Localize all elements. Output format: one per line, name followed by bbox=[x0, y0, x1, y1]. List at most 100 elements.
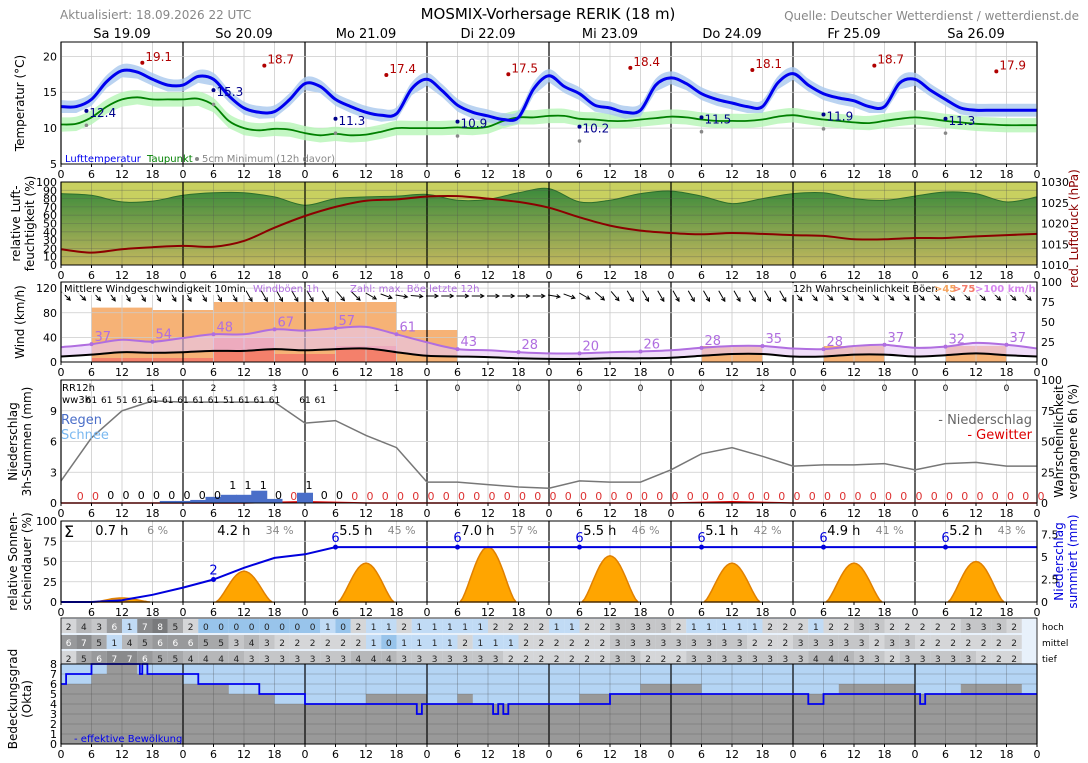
sun-hour-label: 0 bbox=[180, 606, 187, 619]
cloud-ylabel-group: Bedeckungsgrad (Okta) bbox=[6, 649, 34, 749]
wind-arrow-head bbox=[690, 297, 695, 303]
cloud-cell-value: 2 bbox=[523, 639, 529, 649]
cloud-cell-value: 3 bbox=[996, 623, 1002, 633]
wind-arrow-head bbox=[859, 296, 864, 301]
rr12h-value: 0 bbox=[821, 384, 827, 394]
cloud-hour-label: 0 bbox=[912, 748, 919, 761]
cloud-cell-value: 1 bbox=[554, 623, 560, 633]
min-temp-label: 10.2 bbox=[583, 122, 610, 136]
daily-sunshine-percent: 46 % bbox=[632, 524, 660, 537]
hum-hour-label: 0 bbox=[58, 269, 65, 282]
cloud-cell-value: 3 bbox=[691, 655, 697, 665]
sun-hour-label: 12 bbox=[359, 606, 373, 619]
cloud-cell bbox=[472, 619, 488, 633]
sunshine-area bbox=[824, 562, 884, 603]
cloud-cell bbox=[76, 635, 92, 649]
wind-arrow-head bbox=[66, 296, 71, 301]
legend-dewpoint: Taupunkt bbox=[146, 154, 193, 165]
cloud-cell-value: 5 bbox=[142, 639, 148, 649]
cloud-cell bbox=[823, 619, 839, 633]
cloud-cell-value: 4 bbox=[828, 655, 834, 665]
thunder-zero-label: 0 bbox=[458, 490, 465, 503]
cloud-cell-value: 2 bbox=[966, 639, 972, 649]
cloud-cell bbox=[976, 651, 992, 665]
temp-hour-label: 6 bbox=[88, 168, 95, 181]
hum-y2label: red. Luftdruck (hPa) bbox=[1067, 169, 1081, 288]
rr12h-value: 0 bbox=[638, 384, 644, 394]
cloud-cell bbox=[289, 651, 305, 665]
daily-sunshine-percent: 43 % bbox=[998, 524, 1026, 537]
cloud-cell-value: 3 bbox=[706, 639, 712, 649]
ground-min-marker bbox=[455, 134, 460, 138]
prec-hour-label: 12 bbox=[359, 507, 373, 520]
wind-arrow-head bbox=[96, 296, 102, 302]
max-temp-label: 17.4 bbox=[389, 62, 416, 76]
cloud-cell-value: 7 bbox=[142, 623, 148, 633]
cloud-cell bbox=[503, 619, 519, 633]
cloud-cell bbox=[579, 635, 595, 649]
cloud-cell bbox=[594, 619, 610, 633]
hum-hour-label: 6 bbox=[332, 269, 339, 282]
cloud-cell bbox=[777, 635, 793, 649]
wind-arrow-shaft bbox=[365, 292, 377, 300]
cloud-cell bbox=[411, 651, 427, 665]
rr12h-value: 0 bbox=[577, 384, 583, 394]
thunder-zero-label: 0 bbox=[519, 490, 526, 503]
hum-hour-label: 18 bbox=[146, 269, 160, 282]
prec-hour-label: 0 bbox=[58, 507, 65, 520]
wind-arrow bbox=[764, 290, 772, 303]
wind-arrow-head bbox=[141, 297, 146, 303]
wind-arrow-head bbox=[751, 297, 756, 303]
gust-max-label: 28 bbox=[705, 334, 722, 349]
cloud-cell-value: 6 bbox=[173, 639, 179, 649]
prec-ylabel-group: Niederschlag 3h-Summen (mm) bbox=[6, 387, 34, 497]
cloud-cell bbox=[625, 651, 641, 665]
precip-bar-label: 0 bbox=[184, 489, 191, 502]
prec-hour-label: 18 bbox=[146, 507, 160, 520]
cloud-hour-label: 0 bbox=[58, 748, 65, 761]
cloud-cell bbox=[762, 635, 778, 649]
cloud-cell bbox=[671, 635, 687, 649]
wind-arrow-shaft bbox=[548, 294, 560, 298]
wind-arrow-head bbox=[202, 297, 207, 303]
cloud-cell bbox=[671, 651, 687, 665]
thunder-zero-label: 0 bbox=[809, 490, 816, 503]
daily-sunshine-percent: 42 % bbox=[754, 524, 782, 537]
cloud-cell-value: 2 bbox=[356, 639, 362, 649]
sun-hour-label: 6 bbox=[942, 606, 949, 619]
cloud-hour-label: 6 bbox=[454, 748, 461, 761]
hum-hour-label: 12 bbox=[725, 269, 739, 282]
min-temp-marker bbox=[455, 119, 460, 124]
sun-hour-label: 18 bbox=[756, 606, 770, 619]
cloud-cell bbox=[289, 635, 305, 649]
wind-arrow-head bbox=[217, 297, 223, 303]
cloud-cell bbox=[549, 635, 565, 649]
wind-arrow-head bbox=[721, 297, 726, 303]
rr12h-label: RR12h bbox=[62, 383, 95, 394]
wind-arrow-shaft bbox=[410, 294, 423, 298]
effective-cloud-line bbox=[61, 663, 1037, 715]
wind-hour-label: 12 bbox=[237, 366, 251, 379]
thunder-zero-label: 0 bbox=[351, 490, 358, 503]
ground-min-marker bbox=[943, 131, 948, 135]
cloud-cell-value: 3 bbox=[798, 639, 804, 649]
temp-hour-label: 12 bbox=[969, 168, 983, 181]
cloud-cell-value: 5 bbox=[157, 655, 163, 665]
temp-ytick: 5 bbox=[50, 158, 57, 171]
wind-arrow-shaft bbox=[733, 290, 741, 302]
cloud-cell-value: 2 bbox=[600, 639, 606, 649]
cloud-cell bbox=[137, 635, 153, 649]
gust-max-label: 67 bbox=[278, 315, 295, 330]
wind-arrow bbox=[441, 293, 455, 299]
thunder-zero-label: 0 bbox=[611, 490, 618, 503]
temp-hour-label: 18 bbox=[512, 168, 526, 181]
cloud-cell-value: 2 bbox=[676, 655, 682, 665]
thunder-zero-label: 0 bbox=[504, 490, 511, 503]
gust-max-marker bbox=[394, 332, 399, 337]
wind-arrow bbox=[672, 290, 680, 303]
ww3h-value: 61 bbox=[162, 396, 173, 406]
cloud-cell bbox=[594, 651, 610, 665]
daily-sunshine-hours: 4.2 h bbox=[217, 524, 250, 539]
cloud-cell-value: 2 bbox=[798, 623, 804, 633]
